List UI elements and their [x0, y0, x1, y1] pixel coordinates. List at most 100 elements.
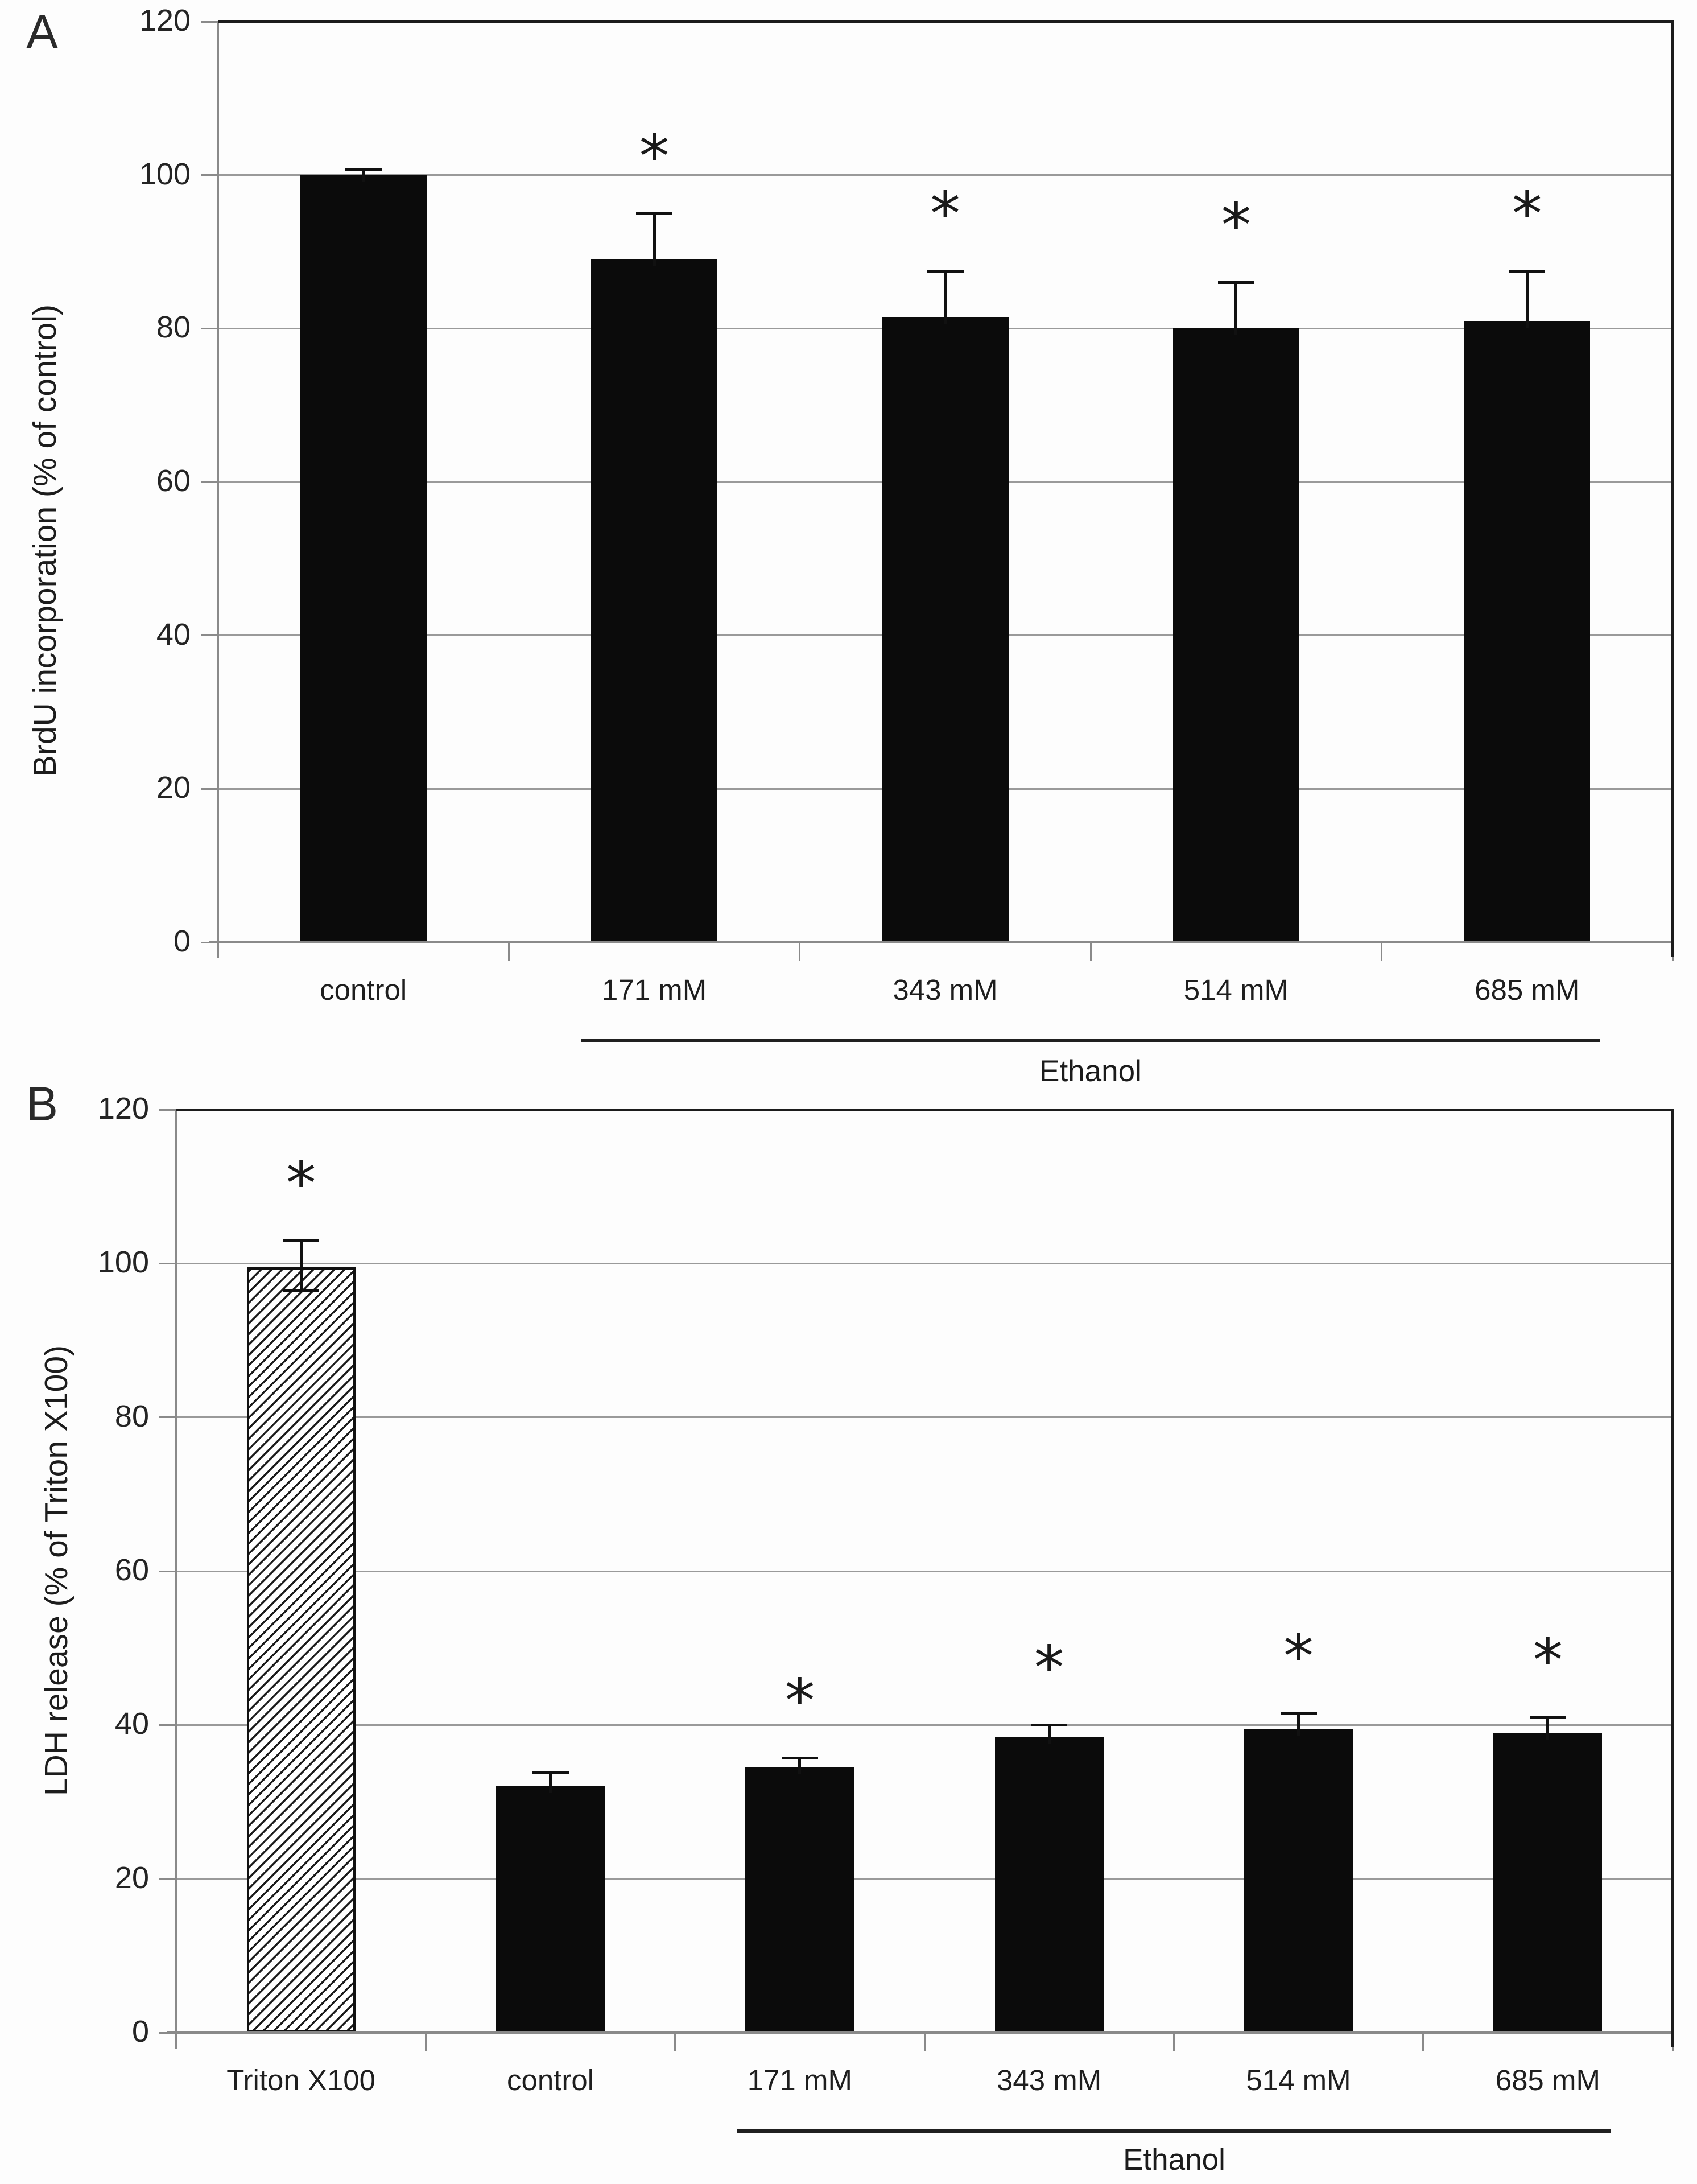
- y-tick-60: [159, 1570, 176, 1572]
- y-tick-label-60: 60: [114, 1553, 149, 1587]
- plot-frame-top: [218, 20, 1673, 23]
- y-tick-label-20: 20: [114, 1860, 149, 1895]
- error-bar-cap-top: [345, 167, 382, 171]
- error-bar-line: [1047, 1725, 1051, 1744]
- bar-343-mm: [882, 317, 1009, 942]
- x-axis-line: [209, 941, 1673, 943]
- y-tick-label-40: 40: [114, 1707, 149, 1741]
- y-tick-label-80: 80: [156, 310, 191, 345]
- x-boundary-tick: [799, 943, 801, 961]
- y-tick-label-120: 120: [139, 3, 191, 38]
- x-tick-label-5: 685 mM: [1495, 2064, 1600, 2096]
- gridline-40: [176, 1724, 1673, 1726]
- y-axis-title-a: BrdU incorporation (% of control): [27, 304, 63, 777]
- gridline-80: [176, 1416, 1673, 1419]
- y-tick-120: [159, 1109, 176, 1111]
- error-bar-line: [549, 1773, 552, 1794]
- significance-asterisk: *: [1034, 1633, 1064, 1703]
- y-tick-60: [201, 481, 218, 483]
- y-axis-line: [175, 1110, 177, 2049]
- x-boundary-tick: [1381, 943, 1383, 961]
- error-bar-cap-top: [1280, 1712, 1317, 1716]
- y-tick-label-60: 60: [156, 464, 191, 498]
- error-bar-cap-top: [1529, 1716, 1566, 1719]
- panel-label-a: A: [26, 5, 59, 59]
- x-boundary-tick: [1422, 2034, 1425, 2051]
- bar-343-mm: [994, 1736, 1104, 2033]
- gridline-100: [218, 174, 1673, 176]
- error-bar-cap-top: [636, 212, 673, 216]
- bar-514-mm: [1172, 328, 1299, 942]
- y-tick-label-40: 40: [156, 617, 191, 652]
- error-bar-line: [653, 213, 656, 266]
- x-boundary-tick: [1172, 2034, 1175, 2051]
- x-tick-label-2: 171 mM: [747, 2064, 852, 2096]
- x-tick-label-3: 343 mM: [997, 2064, 1102, 2096]
- plot-area-b: 0 20 40 60 80 100 120 * Triton X100 control * 171 m…: [98, 1091, 1674, 2096]
- x-boundary-tick: [1089, 943, 1092, 961]
- y-tick-label-0: 0: [173, 924, 191, 958]
- error-bar-cap-top: [927, 270, 964, 273]
- error-bar-line: [1297, 1713, 1300, 1736]
- y-tick-120: [201, 20, 218, 23]
- x-tick-label-4: 685 mM: [1475, 974, 1580, 1006]
- y-tick-40: [159, 1724, 176, 1726]
- ethanol-label-a: Ethanol: [1039, 1054, 1142, 1088]
- y-tick-80: [201, 327, 218, 329]
- x-boundary-tick: [674, 2034, 676, 2051]
- panel-label-b: B: [26, 1077, 59, 1131]
- ethanol-bracket-a: [581, 1039, 1600, 1042]
- y-tick-20: [159, 1878, 176, 1880]
- error-bar-line: [362, 168, 365, 182]
- bar-171-mm: [745, 1767, 854, 2033]
- gridline-20: [176, 1878, 1673, 1880]
- significance-asterisk: *: [1533, 1625, 1563, 1695]
- x-tick-label-3: 514 mM: [1183, 974, 1289, 1006]
- x-boundary-tick: [923, 2034, 926, 2051]
- y-tick-20: [201, 788, 218, 790]
- y-tick-label-120: 120: [97, 1091, 149, 1126]
- x-tick-label-0: Triton X100: [226, 2064, 376, 2096]
- error-bar-cap-top: [283, 1239, 320, 1242]
- bar-685-mm: [1464, 320, 1591, 942]
- y-axis-line: [217, 22, 219, 958]
- significance-asterisk: *: [1221, 191, 1252, 261]
- x-tick-label-4: 514 mM: [1246, 2064, 1351, 2096]
- error-bar-line: [1525, 271, 1529, 328]
- y-tick-label-100: 100: [139, 156, 191, 191]
- y-tick-label-20: 20: [156, 770, 191, 805]
- significance-asterisk: *: [1283, 1622, 1314, 1692]
- gridline-100: [176, 1262, 1673, 1264]
- error-bar-line: [1234, 282, 1238, 336]
- y-tick-40: [201, 634, 218, 637]
- x-tick-label-1: 171 mM: [601, 974, 707, 1006]
- error-bar-cap-top: [781, 1757, 818, 1760]
- x-boundary-tick: [507, 943, 510, 961]
- error-bar-cap-top: [1217, 281, 1254, 285]
- ethanol-bracket-b: [737, 2129, 1611, 2133]
- significance-asterisk: *: [639, 122, 670, 192]
- plot-area-a: 0 20 40 60 80 100 120 control * 171 mM * 343 mM * 514…: [139, 3, 1674, 1006]
- gridline-60: [176, 1570, 1673, 1572]
- x-tick-label-2: 343 mM: [893, 974, 998, 1006]
- x-tick-label-1: control: [506, 2064, 594, 2096]
- y-tick-100: [159, 1262, 176, 1264]
- significance-asterisk: *: [286, 1148, 316, 1218]
- error-bar-cap-top: [1509, 270, 1546, 273]
- plot-frame-right: [1671, 20, 1674, 957]
- significance-asterisk: *: [1512, 179, 1542, 249]
- y-tick-label-0: 0: [131, 2014, 149, 2049]
- error-bar-line: [299, 1240, 303, 1291]
- x-tick-label-0: control: [320, 974, 407, 1006]
- plot-frame-top: [176, 1109, 1673, 1111]
- y-tick-label-100: 100: [97, 1245, 149, 1280]
- bar-514-mm: [1244, 1729, 1353, 2033]
- y-tick-80: [159, 1416, 176, 1419]
- bar-685-mm: [1493, 1732, 1603, 2033]
- y-tick-label-80: 80: [114, 1399, 149, 1433]
- error-bar-line: [1546, 1717, 1550, 1740]
- x-axis-line: [167, 2031, 1673, 2034]
- y-tick-100: [201, 174, 218, 176]
- bar-control: [496, 1786, 605, 2033]
